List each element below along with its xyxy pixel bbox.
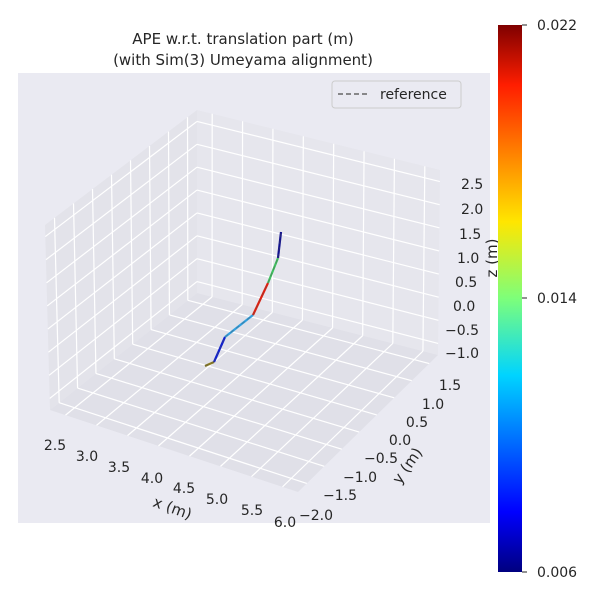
y-tick-label: −1.5 <box>323 488 357 504</box>
x-tick-label: 3.5 <box>108 460 130 476</box>
z-tick-label: 0.0 <box>453 299 475 315</box>
z-tick-label: 0.5 <box>455 275 477 291</box>
y-tick-label: 0.0 <box>389 433 411 449</box>
y-tick-label: −2.0 <box>299 508 333 524</box>
z-tick-label: 1.5 <box>459 227 481 243</box>
legend-label: reference <box>380 87 447 103</box>
colorbar-tick-label: 0.006 <box>537 565 577 581</box>
y-tick-label: 1.5 <box>439 378 461 394</box>
y-tick-label: −1.0 <box>343 470 377 486</box>
colorbar <box>498 25 522 572</box>
z-tick-label: −0.5 <box>445 323 479 339</box>
y-tick-label: 1.0 <box>422 397 444 413</box>
x-tick-label: 5.0 <box>206 492 228 508</box>
x-tick-label: 4.0 <box>141 471 163 487</box>
z-tick-label: 2.0 <box>461 202 483 218</box>
x-tick-label: 4.5 <box>173 481 195 497</box>
legend: reference <box>332 81 461 108</box>
z-tick-label: 1.0 <box>457 251 479 267</box>
chart-title: APE w.r.t. translation part (m) <box>132 30 353 48</box>
z-tick-label: −1.0 <box>445 346 479 362</box>
colorbar-tick-label: 0.022 <box>537 18 577 34</box>
x-tick-label: 6.0 <box>274 515 296 531</box>
colorbar-tick-label: 0.014 <box>537 291 577 307</box>
x-tick-label: 5.5 <box>241 503 263 519</box>
x-gridline-wall <box>272 129 273 313</box>
x-tick-label: 2.5 <box>44 438 66 454</box>
y-tick-label: 0.5 <box>406 415 428 431</box>
y-tick-label: −0.5 <box>364 451 398 467</box>
x-tick-label: 3.0 <box>76 449 98 465</box>
chart-subtitle: (with Sim(3) Umeyama alignment) <box>113 51 373 69</box>
z-tick-label: 2.5 <box>461 177 483 193</box>
